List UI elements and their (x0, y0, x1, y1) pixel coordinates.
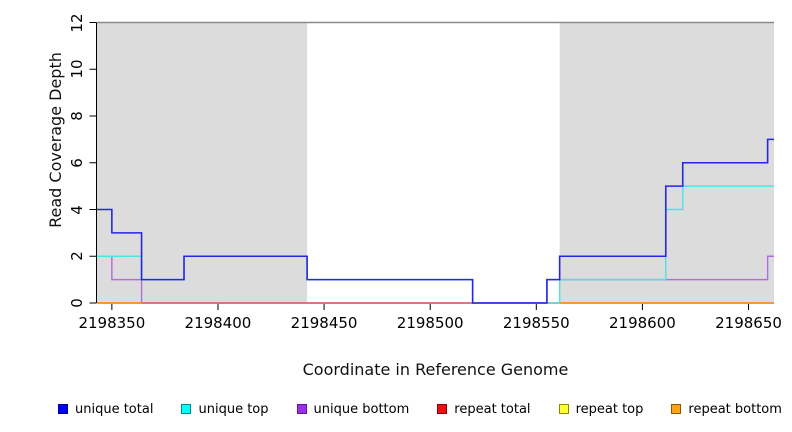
legend-label: unique total (75, 401, 154, 417)
y-tick-label: 10 (68, 59, 86, 79)
shaded-region-0 (97, 22, 308, 303)
y-tick-label: 12 (68, 12, 86, 33)
plot-legend: unique total unique top unique bottom repea… (58, 399, 782, 419)
legend-item-unique-top: unique top (181, 401, 269, 417)
x-tick-label: 2198550 (502, 314, 570, 332)
series-unique-total (97, 138, 774, 304)
legend-label: repeat top (575, 401, 644, 417)
x-tick-label: 2198400 (184, 314, 252, 332)
x-tick-label: 2198450 (290, 314, 358, 332)
y-axis-title: Read Coverage Depth (46, 52, 65, 228)
y-tick-label: 0 (68, 298, 86, 308)
legend-swatch-icon (558, 404, 569, 414)
x-tick-label: 2198650 (715, 314, 782, 332)
y-tick-label: 8 (68, 111, 86, 121)
y-tick-label: 4 (68, 204, 86, 215)
legend-item-repeat-bottom: repeat bottom (671, 402, 782, 417)
x-tick-label: 2198500 (396, 314, 464, 332)
legend-swatch-icon (296, 404, 307, 414)
legend-item-repeat-top: repeat top (558, 401, 644, 417)
y-tick-label: 2 (68, 251, 86, 262)
legend-label: unique bottom (313, 401, 410, 417)
legend-item-unique-bottom: unique bottom (296, 401, 410, 417)
x-tick-label: 2198600 (609, 314, 676, 332)
legend-label: repeat total (454, 401, 531, 417)
y-tick-label: 6 (68, 157, 86, 168)
x-axis-title: Coordinate in Reference Genome (302, 360, 569, 379)
legend-item-unique-total: unique total (58, 402, 153, 417)
legend-swatch-icon (58, 404, 68, 414)
legend-swatch-icon (437, 404, 448, 414)
legend-swatch-icon (181, 404, 192, 414)
legend-swatch-icon (671, 404, 682, 414)
legend-item-repeat-total: repeat total (437, 401, 531, 417)
legend-label: repeat bottom (688, 401, 782, 417)
legend-label: unique top (198, 401, 269, 417)
x-tick-label: 2198350 (78, 314, 146, 332)
